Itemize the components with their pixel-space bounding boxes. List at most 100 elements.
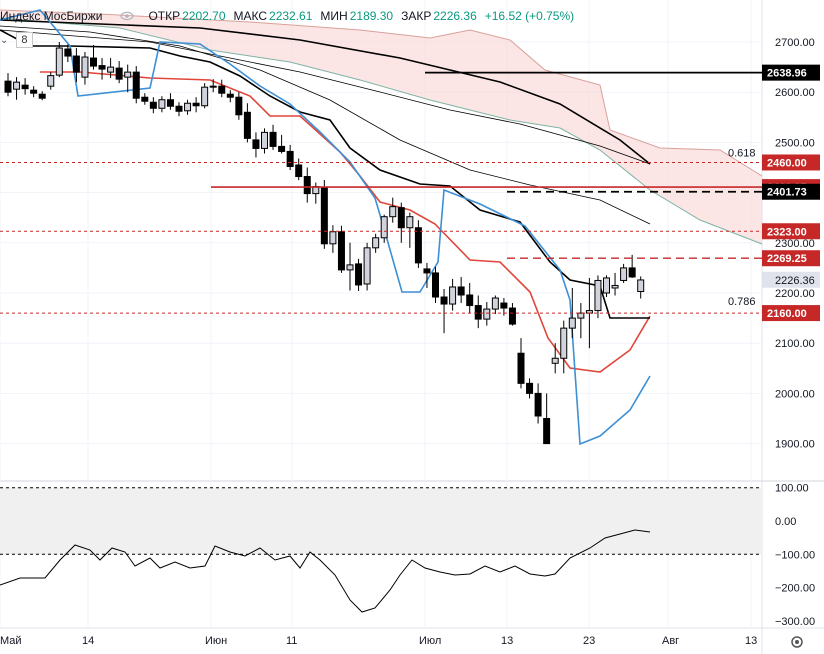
indicator-band [0, 487, 762, 555]
price-label-badge [762, 305, 820, 322]
candle-body [474, 305, 482, 320]
candle-body [560, 327, 568, 359]
candle-body [55, 47, 63, 76]
y-tick-label: 2700.00 [775, 37, 815, 49]
candle-body [30, 89, 38, 94]
candle-body [432, 272, 439, 298]
candle-body [303, 176, 311, 195]
candle-body [81, 56, 89, 78]
candle-body [534, 392, 542, 417]
low-label: МИН [320, 9, 348, 23]
candle-body [577, 312, 585, 319]
y-tick-label: 2000.00 [775, 388, 815, 400]
ichimoku-cloud [0, 10, 762, 244]
candle-body [115, 67, 123, 80]
price-label-text: 2323.00 [767, 226, 807, 238]
price-label-badge [762, 183, 820, 200]
candle-body [209, 85, 217, 88]
candle-body [166, 99, 174, 107]
gear-icon[interactable] [791, 636, 803, 648]
candle-body [517, 352, 525, 384]
candle-body [252, 139, 260, 149]
candle-body [201, 86, 209, 107]
price-label-text: 2269.25 [767, 253, 807, 265]
blue-line [0, 9, 651, 446]
y-tick-label: 1900.00 [775, 439, 815, 451]
candle-body [620, 267, 628, 281]
chevron-down-icon[interactable]: ⌄ [0, 34, 9, 46]
candle-body [329, 231, 337, 245]
candle-body [543, 418, 551, 445]
price-label-badge [762, 154, 820, 171]
price-label-badge [762, 250, 820, 267]
red-line [40, 71, 651, 373]
x-tick-label: Май [0, 635, 22, 647]
y-tick-label: 2300.00 [775, 238, 815, 250]
candle-body [449, 286, 457, 305]
open-value: 2202.70 [182, 9, 226, 23]
candle-body [124, 71, 132, 78]
x-tick-label: Авг [662, 635, 679, 647]
candle-body [192, 102, 200, 107]
candle-body [611, 284, 619, 289]
long-ma-line [0, 19, 651, 165]
indicator-tick-label: 0.00 [775, 516, 796, 528]
candle-body [4, 80, 12, 93]
indicator-tick-label: −200.00 [775, 583, 815, 595]
candle-body [295, 164, 303, 178]
price-label-text: 2160.00 [767, 308, 807, 320]
symbol-title: Индекс МосБиржи [0, 9, 103, 23]
candle-body [508, 307, 516, 325]
candle-body [98, 65, 106, 70]
candle-body [261, 131, 268, 149]
current-price-text: 2226.36 [775, 275, 815, 287]
candle-body [397, 207, 405, 229]
change-value: +16.52 (+0.75%) [484, 9, 575, 23]
candle-body [184, 102, 192, 112]
candle-body [269, 131, 277, 147]
candle-body [286, 150, 294, 167]
candle-body [132, 71, 140, 99]
candle-body [90, 57, 97, 67]
x-tick-label: 13 [501, 635, 513, 647]
eye-icon[interactable] [120, 11, 135, 21]
candle-body [372, 237, 380, 249]
candle-body [406, 216, 414, 229]
candle-body [72, 55, 80, 73]
x-tick-label: 14 [82, 635, 94, 647]
candle-body [243, 111, 251, 139]
candle-body [278, 145, 286, 152]
y-tick-label: 2200.00 [775, 288, 815, 300]
candle-body [389, 206, 397, 218]
y-tick-label: 2100.00 [775, 338, 815, 350]
candle-body [149, 101, 157, 109]
candle-body [320, 187, 328, 245]
candle-body [526, 382, 534, 394]
candle-body [483, 308, 491, 320]
candle-body [38, 93, 46, 99]
price-label-badge [762, 64, 820, 81]
candle-body [414, 227, 422, 264]
x-tick-label: 13 [745, 635, 757, 647]
candle-body [603, 277, 610, 294]
candle-body [380, 216, 388, 239]
price-label-text: 2460.00 [767, 157, 807, 169]
candle-body [158, 99, 166, 109]
current-price-badge [762, 271, 820, 288]
high-value: 2232.61 [269, 9, 313, 23]
candle-body [551, 357, 559, 364]
candle-body [594, 279, 602, 312]
chart-legend: Индекс МосБиржи ОТКР 2202.70 МАКС 2232.61 … [0, 6, 574, 26]
black-line [0, 29, 650, 319]
candle-body [457, 286, 465, 296]
candle-body [346, 264, 354, 271]
open-label: ОТКР [148, 9, 181, 23]
candle-body [568, 317, 576, 329]
study-row[interactable]: ⌄ 8 [0, 32, 33, 48]
candle-body [440, 296, 448, 305]
x-tick-label: Июн [205, 635, 227, 647]
candle-body [363, 247, 371, 285]
high-label: МАКС [233, 9, 268, 23]
indicator-tick-label: 100.00 [775, 483, 809, 495]
